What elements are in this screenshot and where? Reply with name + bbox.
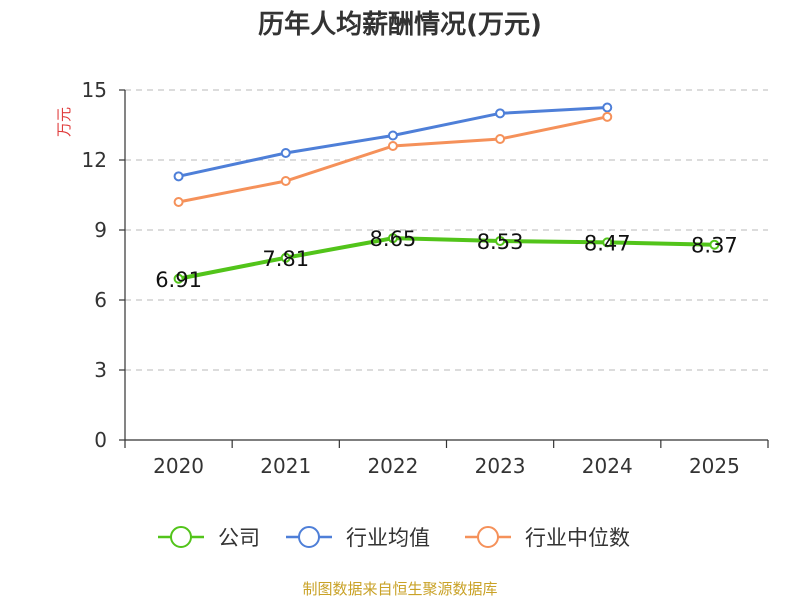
- legend-item: 公司: [158, 526, 260, 550]
- data-point: [387, 141, 398, 151]
- axes: 0 3 6 9 12 15 2020 2021 2022 2023 2024 2025: [82, 78, 769, 478]
- data-point: [173, 171, 184, 182]
- data-point: [387, 233, 398, 244]
- data-point: [495, 108, 506, 119]
- data-point: [280, 148, 291, 158]
- data-label: 6.91: [155, 268, 202, 292]
- legend-label: 行业均值: [346, 526, 430, 550]
- series-1: [173, 102, 613, 182]
- data-point: [709, 239, 720, 250]
- data-label: 8.65: [370, 227, 417, 251]
- legend-swatch-marker: [298, 526, 320, 548]
- y-tick-label: 6: [94, 288, 107, 312]
- data-label: 8.37: [691, 234, 738, 258]
- y-tick-label: 0: [94, 428, 107, 452]
- data-point: [173, 273, 184, 284]
- data-label: 7.81: [262, 247, 309, 271]
- data-point: [602, 111, 613, 122]
- data-point: [280, 252, 291, 263]
- x-tick-label: 2020: [153, 454, 204, 478]
- series-2: [173, 111, 613, 207]
- series-0: 6.91 7.81 8.65 8.53 8.47 8.37: [155, 227, 738, 292]
- grid: [125, 89, 768, 371]
- legend-swatch-marker: [170, 526, 192, 548]
- legend-label: 行业中位数: [525, 526, 630, 550]
- data-point: [280, 176, 291, 186]
- data-label: 8.53: [477, 230, 524, 254]
- data-point: [602, 237, 613, 248]
- legend: 公司 行业均值 行业中位数: [158, 526, 630, 550]
- data-point: [387, 130, 398, 141]
- legend-item: 行业均值: [286, 526, 430, 550]
- chart-title: 历年人均薪酬情况(万元): [258, 9, 542, 40]
- legend-swatch-marker: [477, 526, 499, 548]
- y-tick-label: 12: [82, 148, 107, 172]
- x-tick-label: 2022: [367, 454, 418, 478]
- source-note: 制图数据来自恒生聚源数据库: [302, 580, 497, 598]
- data-label: 8.47: [584, 231, 631, 255]
- legend-label: 公司: [218, 526, 260, 550]
- series-line: [178, 236, 715, 281]
- y-axis-label: 万元: [55, 107, 73, 137]
- y-tick-label: 9: [94, 218, 107, 242]
- data-point: [602, 102, 613, 113]
- x-tick-label: 2021: [260, 454, 311, 478]
- series-group: 6.91 7.81 8.65 8.53 8.47 8.37: [155, 102, 738, 292]
- x-tick-label: 2025: [689, 454, 740, 478]
- data-point: [495, 235, 506, 246]
- data-point: [495, 134, 506, 144]
- data-point: [173, 197, 184, 207]
- x-tick-label: 2023: [475, 454, 526, 478]
- legend-item: 行业中位数: [465, 526, 630, 550]
- x-tick-label: 2024: [582, 454, 633, 478]
- y-tick-label: 15: [82, 78, 107, 102]
- y-tick-label: 3: [94, 358, 107, 382]
